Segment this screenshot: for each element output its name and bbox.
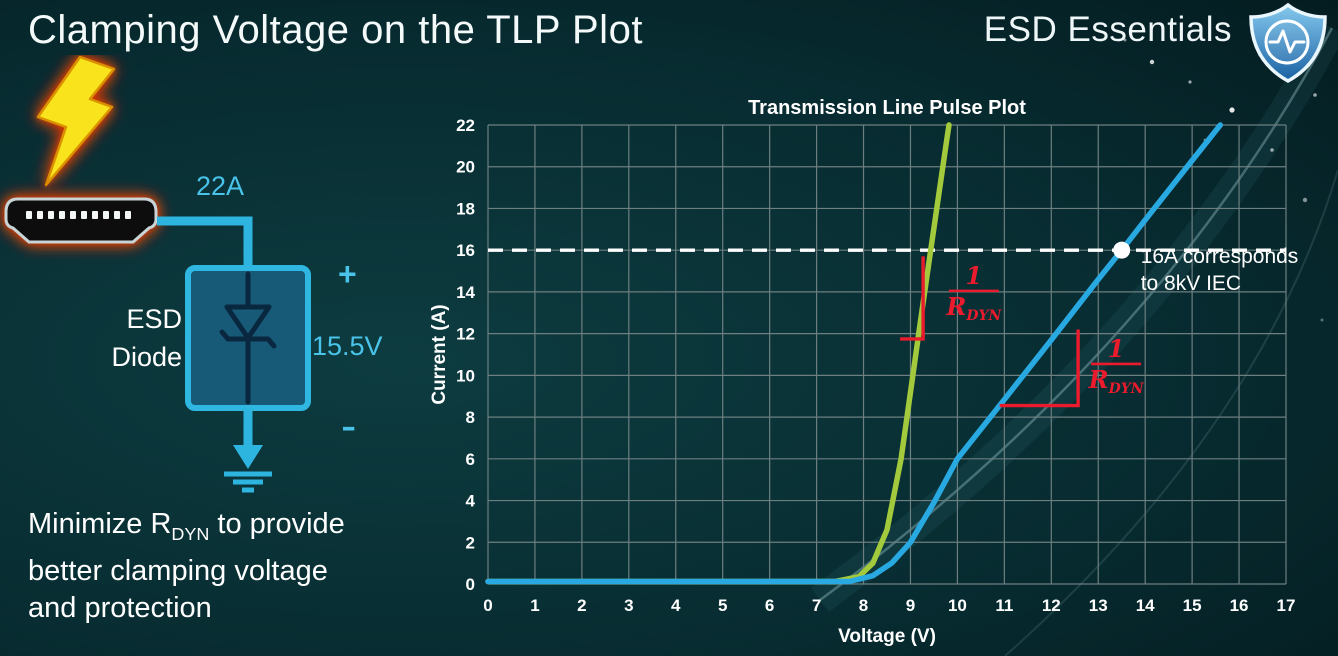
- x-tick-label: 2: [577, 596, 586, 615]
- rdyn-fraction-denominator: RDYN: [1088, 365, 1145, 397]
- x-tick-label: 13: [1089, 596, 1108, 615]
- plus-label: +: [338, 256, 357, 292]
- x-tick-label: 17: [1277, 596, 1296, 615]
- y-tick-label: 22: [456, 116, 475, 135]
- x-tick-label: 12: [1042, 596, 1061, 615]
- x-tick-label: 6: [765, 596, 774, 615]
- caption-line-1: Minimize RDYN to provide: [28, 506, 345, 553]
- x-tick-label: 3: [624, 596, 633, 615]
- y-tick-label: 16: [456, 241, 475, 260]
- voltage-label: 15.5V: [312, 331, 383, 361]
- y-tick-label: 0: [466, 575, 475, 594]
- y-tick-label: 18: [456, 199, 475, 218]
- x-tick-label: 16: [1230, 596, 1249, 615]
- rdyn-slope-indicator: [900, 256, 925, 341]
- x-tick-label: 10: [948, 596, 967, 615]
- y-tick-label: 4: [466, 492, 476, 511]
- y-tick-label: 10: [456, 366, 475, 385]
- x-tick-label: 7: [812, 596, 821, 615]
- y-axis-label: Current (A): [430, 304, 450, 404]
- caption-rdyn-subscript: DYN: [171, 523, 210, 544]
- y-tick-label: 8: [466, 408, 475, 427]
- esd-label-line2: Diode: [111, 342, 182, 372]
- iec-label-line2: to 8kV IEC: [1141, 272, 1241, 295]
- rdyn-fraction-denominator: RDYN: [945, 292, 1002, 324]
- x-tick-label: 11: [995, 596, 1013, 615]
- caption-line-2: better clamping voltage: [28, 554, 328, 587]
- esd-label-line1: ESD: [126, 304, 182, 334]
- y-tick-label: 14: [456, 283, 475, 302]
- x-tick-label: 4: [671, 596, 681, 615]
- x-tick-label: 15: [1183, 596, 1202, 615]
- iec-label-line1: 16A corresponds: [1141, 245, 1299, 268]
- y-tick-label: 6: [466, 450, 475, 469]
- minus-label: -: [341, 399, 356, 451]
- x-tick-label: 9: [906, 596, 915, 615]
- slide-title: Clamping Voltage on the TLP Plot: [28, 8, 643, 52]
- zener-diode-symbol: [219, 271, 277, 405]
- x-tick-label: 0: [483, 596, 492, 615]
- brand: ESD Essentials: [984, 0, 1334, 86]
- light-swoosh-line: [819, 27, 1334, 602]
- tlp-chart-svg: 0 1 2 3 4 5 6 7 8 9 10 11 12 13 14 15 16 1702468101214161…: [430, 97, 1299, 647]
- x-tick-label: 5: [718, 596, 727, 615]
- x-tick-label: 8: [859, 596, 868, 615]
- caption-text-post: to provide: [209, 508, 345, 540]
- caption-text-pre: Minimize R: [28, 508, 172, 540]
- caption: Minimize RDYN to provide better clamping…: [28, 506, 345, 627]
- hdmi-pins: [26, 211, 131, 219]
- x-tick-label: 14: [1136, 596, 1155, 615]
- surge-current-label: 22A: [196, 171, 244, 201]
- tlp-curve-low-rdyn-esd-diode: [485, 122, 952, 585]
- esd-circuit-diagram: 22A ESD Diode + 15.5V -: [4, 55, 383, 493]
- hdmi-connector-icon: [4, 197, 158, 244]
- x-axis-label: Voltage (V): [838, 626, 936, 647]
- surge-wire: [157, 216, 253, 267]
- caption-line-3: and protection: [28, 591, 212, 624]
- light-swoosh: [811, 20, 1338, 613]
- ground-symbol: [224, 408, 272, 493]
- x-tick-label: 1: [530, 596, 539, 615]
- rdyn-fraction-numerator: 1: [1108, 334, 1125, 363]
- brand-text: ESD Essentials: [983, 10, 1232, 49]
- y-tick-label: 20: [456, 158, 475, 177]
- rdyn-slope-indicator: [999, 329, 1080, 408]
- light-swoosh-secondary: [1004, 169, 1338, 656]
- tlp-curve-high-rdyn-esd-diode: [485, 122, 1224, 585]
- lightning-bolt-icon: [36, 55, 116, 187]
- tlp-chart: 0 1 2 3 4 5 6 7 8 9 10 11 12 13 14 15 16 17 0 2 4 6 8 10 12 14 16 1…: [430, 95, 1338, 656]
- shield-logo-icon: [1249, 2, 1327, 84]
- iec-point-marker: [1113, 241, 1131, 259]
- rdyn-fraction-numerator: 1: [965, 261, 982, 290]
- y-tick-label: 12: [456, 325, 475, 344]
- y-tick-label: 2: [466, 533, 475, 552]
- chart-title: Transmission Line Pulse Plot: [748, 97, 1026, 119]
